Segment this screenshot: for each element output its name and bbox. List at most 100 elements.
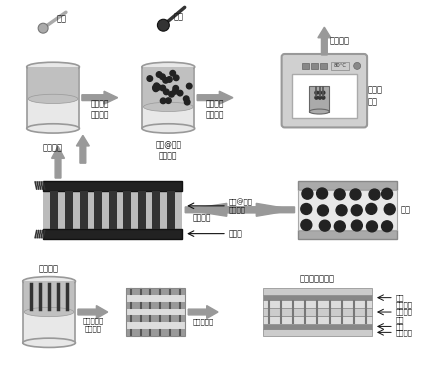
Text: 模具: 模具 bbox=[401, 205, 411, 214]
Bar bbox=[263, 300, 372, 308]
Circle shape bbox=[354, 62, 361, 69]
Circle shape bbox=[155, 85, 161, 90]
Ellipse shape bbox=[28, 94, 78, 104]
Bar bbox=[126, 288, 185, 336]
Circle shape bbox=[173, 75, 179, 80]
FancyBboxPatch shape bbox=[282, 54, 367, 127]
Ellipse shape bbox=[23, 338, 75, 348]
Polygon shape bbox=[76, 135, 89, 163]
Circle shape bbox=[184, 99, 190, 105]
Circle shape bbox=[169, 92, 174, 97]
Text: 明胶: 明胶 bbox=[57, 15, 67, 24]
Bar bbox=[126, 288, 185, 295]
Ellipse shape bbox=[142, 62, 194, 72]
Bar bbox=[263, 308, 372, 316]
Bar bbox=[126, 295, 185, 302]
Bar bbox=[24, 281, 74, 312]
Text: 倒入模具: 倒入模具 bbox=[329, 37, 350, 46]
Text: 干燥箱
脱气: 干燥箱 脱气 bbox=[368, 85, 383, 106]
Ellipse shape bbox=[23, 277, 75, 286]
Circle shape bbox=[322, 91, 325, 94]
Text: 电极: 电极 bbox=[396, 323, 404, 330]
Circle shape bbox=[167, 77, 172, 82]
Bar bbox=[126, 315, 185, 322]
Circle shape bbox=[163, 89, 169, 95]
Bar bbox=[143, 67, 194, 128]
Circle shape bbox=[170, 70, 175, 76]
Polygon shape bbox=[197, 91, 233, 104]
Circle shape bbox=[177, 90, 183, 96]
Bar bbox=[298, 181, 397, 190]
Text: 明胶@铁粉
混合溶液: 明胶@铁粉 混合溶液 bbox=[229, 199, 253, 213]
Text: 搅拌均匀
超声振荡: 搅拌均匀 超声振荡 bbox=[90, 100, 109, 120]
Text: 明胶@铁粉
混合溶液: 明胶@铁粉 混合溶液 bbox=[155, 140, 181, 160]
Bar bbox=[43, 191, 182, 229]
Circle shape bbox=[183, 96, 189, 101]
Circle shape bbox=[318, 205, 328, 216]
Circle shape bbox=[173, 86, 179, 91]
Text: 盐酸腐蚀: 盐酸腐蚀 bbox=[39, 265, 59, 274]
Polygon shape bbox=[188, 306, 218, 318]
Bar bbox=[291, 74, 357, 117]
Circle shape bbox=[153, 85, 158, 90]
Bar bbox=[80, 191, 88, 229]
Polygon shape bbox=[185, 203, 295, 216]
Polygon shape bbox=[51, 146, 65, 178]
Text: 电磁铁: 电磁铁 bbox=[229, 229, 243, 238]
Polygon shape bbox=[185, 203, 295, 216]
Circle shape bbox=[351, 205, 362, 216]
Text: 上封装层: 上封装层 bbox=[396, 329, 413, 336]
Polygon shape bbox=[78, 306, 108, 318]
Circle shape bbox=[350, 189, 361, 200]
Text: 压力电容传感器: 压力电容传感器 bbox=[300, 275, 335, 284]
Bar bbox=[126, 302, 185, 308]
Circle shape bbox=[302, 188, 313, 199]
Circle shape bbox=[366, 203, 377, 214]
Ellipse shape bbox=[24, 307, 74, 317]
Circle shape bbox=[160, 85, 166, 91]
Bar bbox=[320, 63, 327, 69]
Bar bbox=[138, 191, 146, 229]
Text: 搅拌均匀
超声振荡: 搅拌均匀 超声振荡 bbox=[206, 100, 224, 120]
Ellipse shape bbox=[142, 124, 194, 133]
Polygon shape bbox=[82, 91, 118, 104]
Bar bbox=[109, 191, 117, 229]
Circle shape bbox=[301, 220, 312, 230]
Circle shape bbox=[187, 83, 192, 89]
Bar bbox=[331, 62, 349, 70]
Bar bbox=[126, 308, 185, 315]
Circle shape bbox=[369, 189, 380, 200]
Bar bbox=[123, 191, 131, 229]
Bar bbox=[65, 191, 73, 229]
Bar bbox=[27, 67, 79, 128]
Bar bbox=[263, 295, 372, 300]
Circle shape bbox=[159, 74, 165, 80]
Bar bbox=[23, 281, 75, 343]
Circle shape bbox=[334, 221, 345, 232]
Bar bbox=[43, 181, 182, 191]
Ellipse shape bbox=[27, 124, 79, 133]
Bar bbox=[310, 86, 329, 111]
Bar bbox=[144, 67, 193, 107]
Circle shape bbox=[315, 96, 318, 99]
Ellipse shape bbox=[310, 109, 329, 114]
Circle shape bbox=[154, 83, 159, 89]
Circle shape bbox=[156, 72, 162, 77]
Bar bbox=[126, 329, 185, 336]
Text: 制作传感器: 制作传感器 bbox=[193, 319, 214, 325]
Text: 铁粉: 铁粉 bbox=[173, 13, 183, 22]
Circle shape bbox=[319, 220, 330, 231]
Ellipse shape bbox=[27, 62, 79, 72]
Bar bbox=[28, 67, 78, 99]
Circle shape bbox=[381, 221, 392, 232]
Bar bbox=[298, 190, 397, 230]
Circle shape bbox=[163, 77, 168, 83]
Polygon shape bbox=[318, 27, 331, 55]
Circle shape bbox=[301, 204, 312, 214]
Bar bbox=[263, 288, 372, 295]
Text: 导磁取向: 导磁取向 bbox=[192, 213, 211, 222]
Bar bbox=[263, 324, 372, 329]
Circle shape bbox=[336, 205, 347, 216]
Circle shape bbox=[366, 221, 377, 232]
Circle shape bbox=[334, 189, 345, 200]
